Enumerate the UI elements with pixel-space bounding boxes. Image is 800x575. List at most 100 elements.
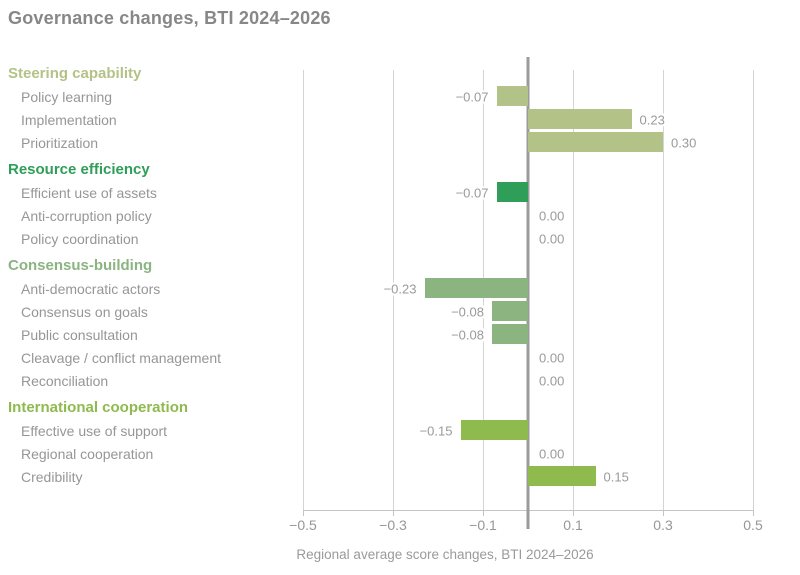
chart-area: Steering capability Policy learning −0.07 I… <box>8 57 763 533</box>
bar-track: 0.00 <box>303 442 753 465</box>
value-label: 0.15 <box>601 469 631 484</box>
value-label: 0.30 <box>669 135 699 150</box>
gridline <box>303 70 304 510</box>
indicator-label: Prioritization <box>21 134 99 151</box>
x-tick-label: 0.3 <box>653 517 673 533</box>
category-label: Steering capability <box>8 65 142 82</box>
indicator-row: Credibility 0.15 <box>8 465 753 488</box>
bar-track: −0.07 <box>303 181 753 204</box>
x-tick-label: −0.3 <box>379 517 407 533</box>
indicator-row: Implementation 0.23 <box>8 108 753 131</box>
value-label: −0.08 <box>449 327 486 342</box>
bar-track: −0.15 <box>303 419 753 442</box>
indicator-label: Efficient use of assets <box>21 184 157 201</box>
empty-bar-track <box>303 396 753 419</box>
x-tick-mark <box>573 510 574 516</box>
empty-bar-track <box>303 254 753 277</box>
value-label: −0.07 <box>453 185 491 200</box>
indicator-row: Prioritization 0.30 <box>8 131 753 154</box>
indicator-row: Policy learning −0.07 <box>8 85 753 108</box>
bar-track: 0.00 <box>303 369 753 392</box>
gridline <box>753 70 754 510</box>
indicator-row: Anti-democratic actors −0.23 <box>8 277 753 300</box>
value-label: −0.15 <box>417 423 455 438</box>
indicator-row: Policy coordination 0.00 <box>8 227 753 250</box>
value-bar <box>528 109 632 129</box>
value-bar <box>460 420 528 440</box>
bar-track: 0.00 <box>303 346 753 369</box>
value-label: 0.23 <box>637 112 667 127</box>
indicator-label: Policy learning <box>21 88 113 105</box>
indicator-label: Effective use of support <box>21 422 168 439</box>
category-header: International cooperation <box>8 396 753 419</box>
bar-track: 0.15 <box>303 465 753 488</box>
indicator-label: Cleavage / conflict management <box>21 349 221 366</box>
x-tick-mark <box>483 510 484 516</box>
value-bar <box>492 324 528 344</box>
value-bar <box>496 182 528 202</box>
indicator-row: Anti-corruption policy 0.00 <box>8 204 753 227</box>
indicator-row: Public consultation −0.08 <box>8 323 753 346</box>
indicator-label: Credibility <box>21 468 83 485</box>
bar-track: −0.08 <box>303 323 753 346</box>
indicator-label: Public consultation <box>21 326 138 343</box>
x-tick-label: −0.1 <box>469 517 497 533</box>
indicator-label: Consensus on goals <box>21 303 148 320</box>
x-axis: −0.5 −0.3 −0.1 0.1 0.3 0.5 <box>289 513 763 533</box>
gridline <box>573 70 574 510</box>
indicator-row: Efficient use of assets −0.07 <box>8 181 753 204</box>
value-label: 0.00 <box>537 446 567 461</box>
x-tick-label: 0.5 <box>743 517 763 533</box>
empty-bar-track <box>303 62 753 85</box>
indicator-label: Policy coordination <box>21 230 139 247</box>
x-tick-label: −0.5 <box>289 517 317 533</box>
value-bar <box>528 132 663 152</box>
value-label: −0.23 <box>381 281 419 296</box>
zero-axis-line <box>526 57 530 529</box>
indicator-row: Regional cooperation 0.00 <box>8 442 753 465</box>
x-axis-caption: Regional average score changes, BTI 2024… <box>296 547 594 562</box>
value-label: −0.07 <box>453 89 491 104</box>
indicator-row: Reconciliation 0.00 <box>8 369 753 392</box>
value-bar <box>496 86 528 106</box>
value-label: −0.08 <box>449 304 486 319</box>
value-label: 0.00 <box>537 350 567 365</box>
bar-track: 0.30 <box>303 131 753 154</box>
indicator-row: Consensus on goals −0.08 <box>8 300 753 323</box>
value-bar <box>528 466 596 486</box>
category-label: Resource efficiency <box>8 161 150 178</box>
indicator-row: Effective use of support −0.15 <box>8 419 753 442</box>
indicator-row: Cleavage / conflict management 0.00 <box>8 346 753 369</box>
chart-rows: Steering capability Policy learning −0.07 I… <box>8 62 753 511</box>
x-tick-mark <box>753 510 754 516</box>
value-label: 0.00 <box>537 208 567 223</box>
category-label: Consensus-building <box>8 257 153 274</box>
indicator-label: Anti-corruption policy <box>21 207 152 224</box>
value-bar <box>424 278 528 298</box>
indicator-label: Reconciliation <box>21 372 109 389</box>
x-tick-mark <box>393 510 394 516</box>
gridline <box>663 70 664 510</box>
x-tick-mark <box>303 510 304 516</box>
x-tick-label: 0.1 <box>563 517 583 533</box>
indicator-label: Regional cooperation <box>21 445 154 462</box>
page-title: Governance changes, BTI 2024–2026 <box>8 8 331 28</box>
bar-track: −0.08 <box>303 300 753 323</box>
bar-track: 0.23 <box>303 108 753 131</box>
value-label: 0.00 <box>537 373 567 388</box>
bar-track: 0.00 <box>303 227 753 250</box>
value-label: 0.00 <box>537 231 567 246</box>
bar-track: −0.23 <box>303 277 753 300</box>
category-header: Consensus-building <box>8 254 753 277</box>
x-tick-mark <box>663 510 664 516</box>
bar-track: −0.07 <box>303 85 753 108</box>
bar-track: 0.00 <box>303 204 753 227</box>
indicator-label: Anti-democratic actors <box>21 280 161 297</box>
category-header: Resource efficiency <box>8 158 753 181</box>
category-label: International cooperation <box>8 399 189 416</box>
category-header: Steering capability <box>8 62 753 85</box>
indicator-label: Implementation <box>21 111 117 128</box>
value-bar <box>492 301 528 321</box>
empty-bar-track <box>303 158 753 181</box>
